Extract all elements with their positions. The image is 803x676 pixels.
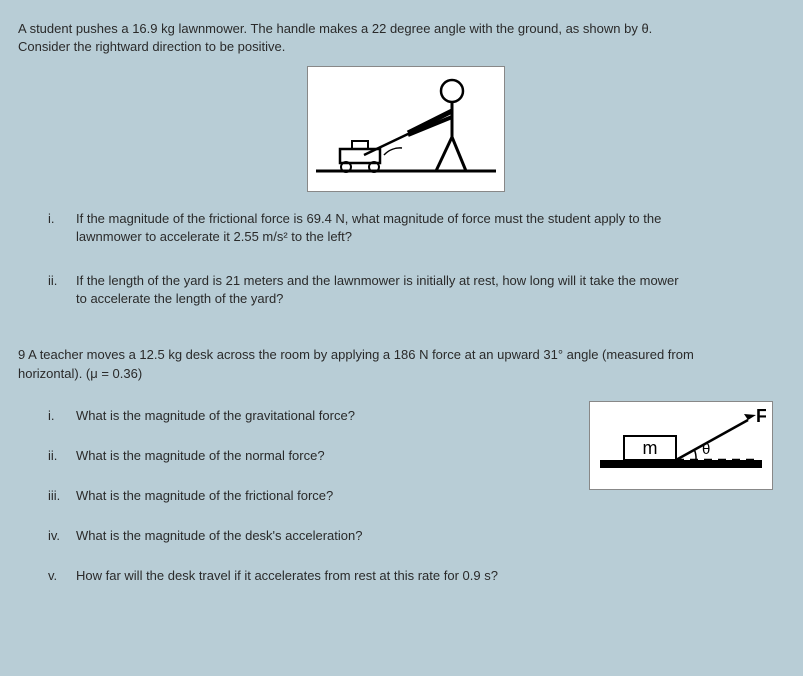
sub-text: What is the magnitude of the frictional …	[76, 487, 589, 505]
text-line: If the length of the yard is 21 meters a…	[76, 273, 679, 288]
problem-9: 9 A teacher moves a 12.5 kg desk across …	[18, 346, 793, 607]
prompt-text: horizontal). (μ = 0.36)	[18, 366, 142, 381]
problem-9-prompt: 9 A teacher moves a 12.5 kg desk across …	[18, 346, 793, 382]
sub-text: What is the magnitude of the gravitation…	[76, 407, 589, 425]
sub-text: What is the magnitude of the desk's acce…	[76, 527, 589, 545]
sub-label: ii.	[48, 447, 76, 465]
sub-item: ii. What is the magnitude of the normal …	[48, 447, 589, 465]
sub-label: i.	[48, 407, 76, 425]
sub-label: iv.	[48, 527, 76, 545]
sub-item: i. What is the magnitude of the gravitat…	[48, 407, 589, 425]
sub-item: iii. What is the magnitude of the fricti…	[48, 487, 589, 505]
mass-label: m	[643, 438, 658, 458]
text-line: lawnmower to accelerate it 2.55 m/s² to …	[76, 229, 352, 244]
lawnmower-figure	[307, 66, 505, 191]
prompt-text: 9 A teacher moves a 12.5 kg desk across …	[18, 347, 694, 362]
text-line: If the magnitude of the frictional force…	[76, 211, 661, 226]
sub-item: ii. If the length of the yard is 21 mete…	[48, 272, 793, 308]
sub-text: If the length of the yard is 21 meters a…	[76, 272, 793, 308]
sub-text: What is the magnitude of the normal forc…	[76, 447, 589, 465]
sub-label: ii.	[48, 272, 76, 308]
desk-figure: m F θ	[589, 401, 773, 490]
problem-8-subitems: i. If the magnitude of the frictional fo…	[18, 210, 793, 309]
force-label: F	[756, 408, 766, 426]
sub-label: i.	[48, 210, 76, 246]
problem-9-body: i. What is the magnitude of the gravitat…	[18, 407, 793, 608]
sub-text: How far will the desk travel if it accel…	[76, 567, 589, 585]
problem-8-prompt: A student pushes a 16.9 kg lawnmower. Th…	[18, 20, 793, 56]
sub-label: iii.	[48, 487, 76, 505]
sub-label: v.	[48, 567, 76, 585]
prompt-text: Consider the rightward direction to be p…	[18, 39, 285, 54]
text-line: to accelerate the length of the yard?	[76, 291, 283, 306]
sub-text: If the magnitude of the frictional force…	[76, 210, 793, 246]
problem-8-figure-wrap	[18, 66, 793, 191]
problem-9-subitems: i. What is the magnitude of the gravitat…	[18, 407, 589, 608]
sub-item: v. How far will the desk travel if it ac…	[48, 567, 589, 585]
sub-item: iv. What is the magnitude of the desk's …	[48, 527, 589, 545]
angle-label: θ	[702, 441, 710, 458]
problem-8: A student pushes a 16.9 kg lawnmower. Th…	[18, 20, 793, 308]
prompt-text: A student pushes a 16.9 kg lawnmower. Th…	[18, 21, 652, 36]
sub-item: i. If the magnitude of the frictional fo…	[48, 210, 793, 246]
